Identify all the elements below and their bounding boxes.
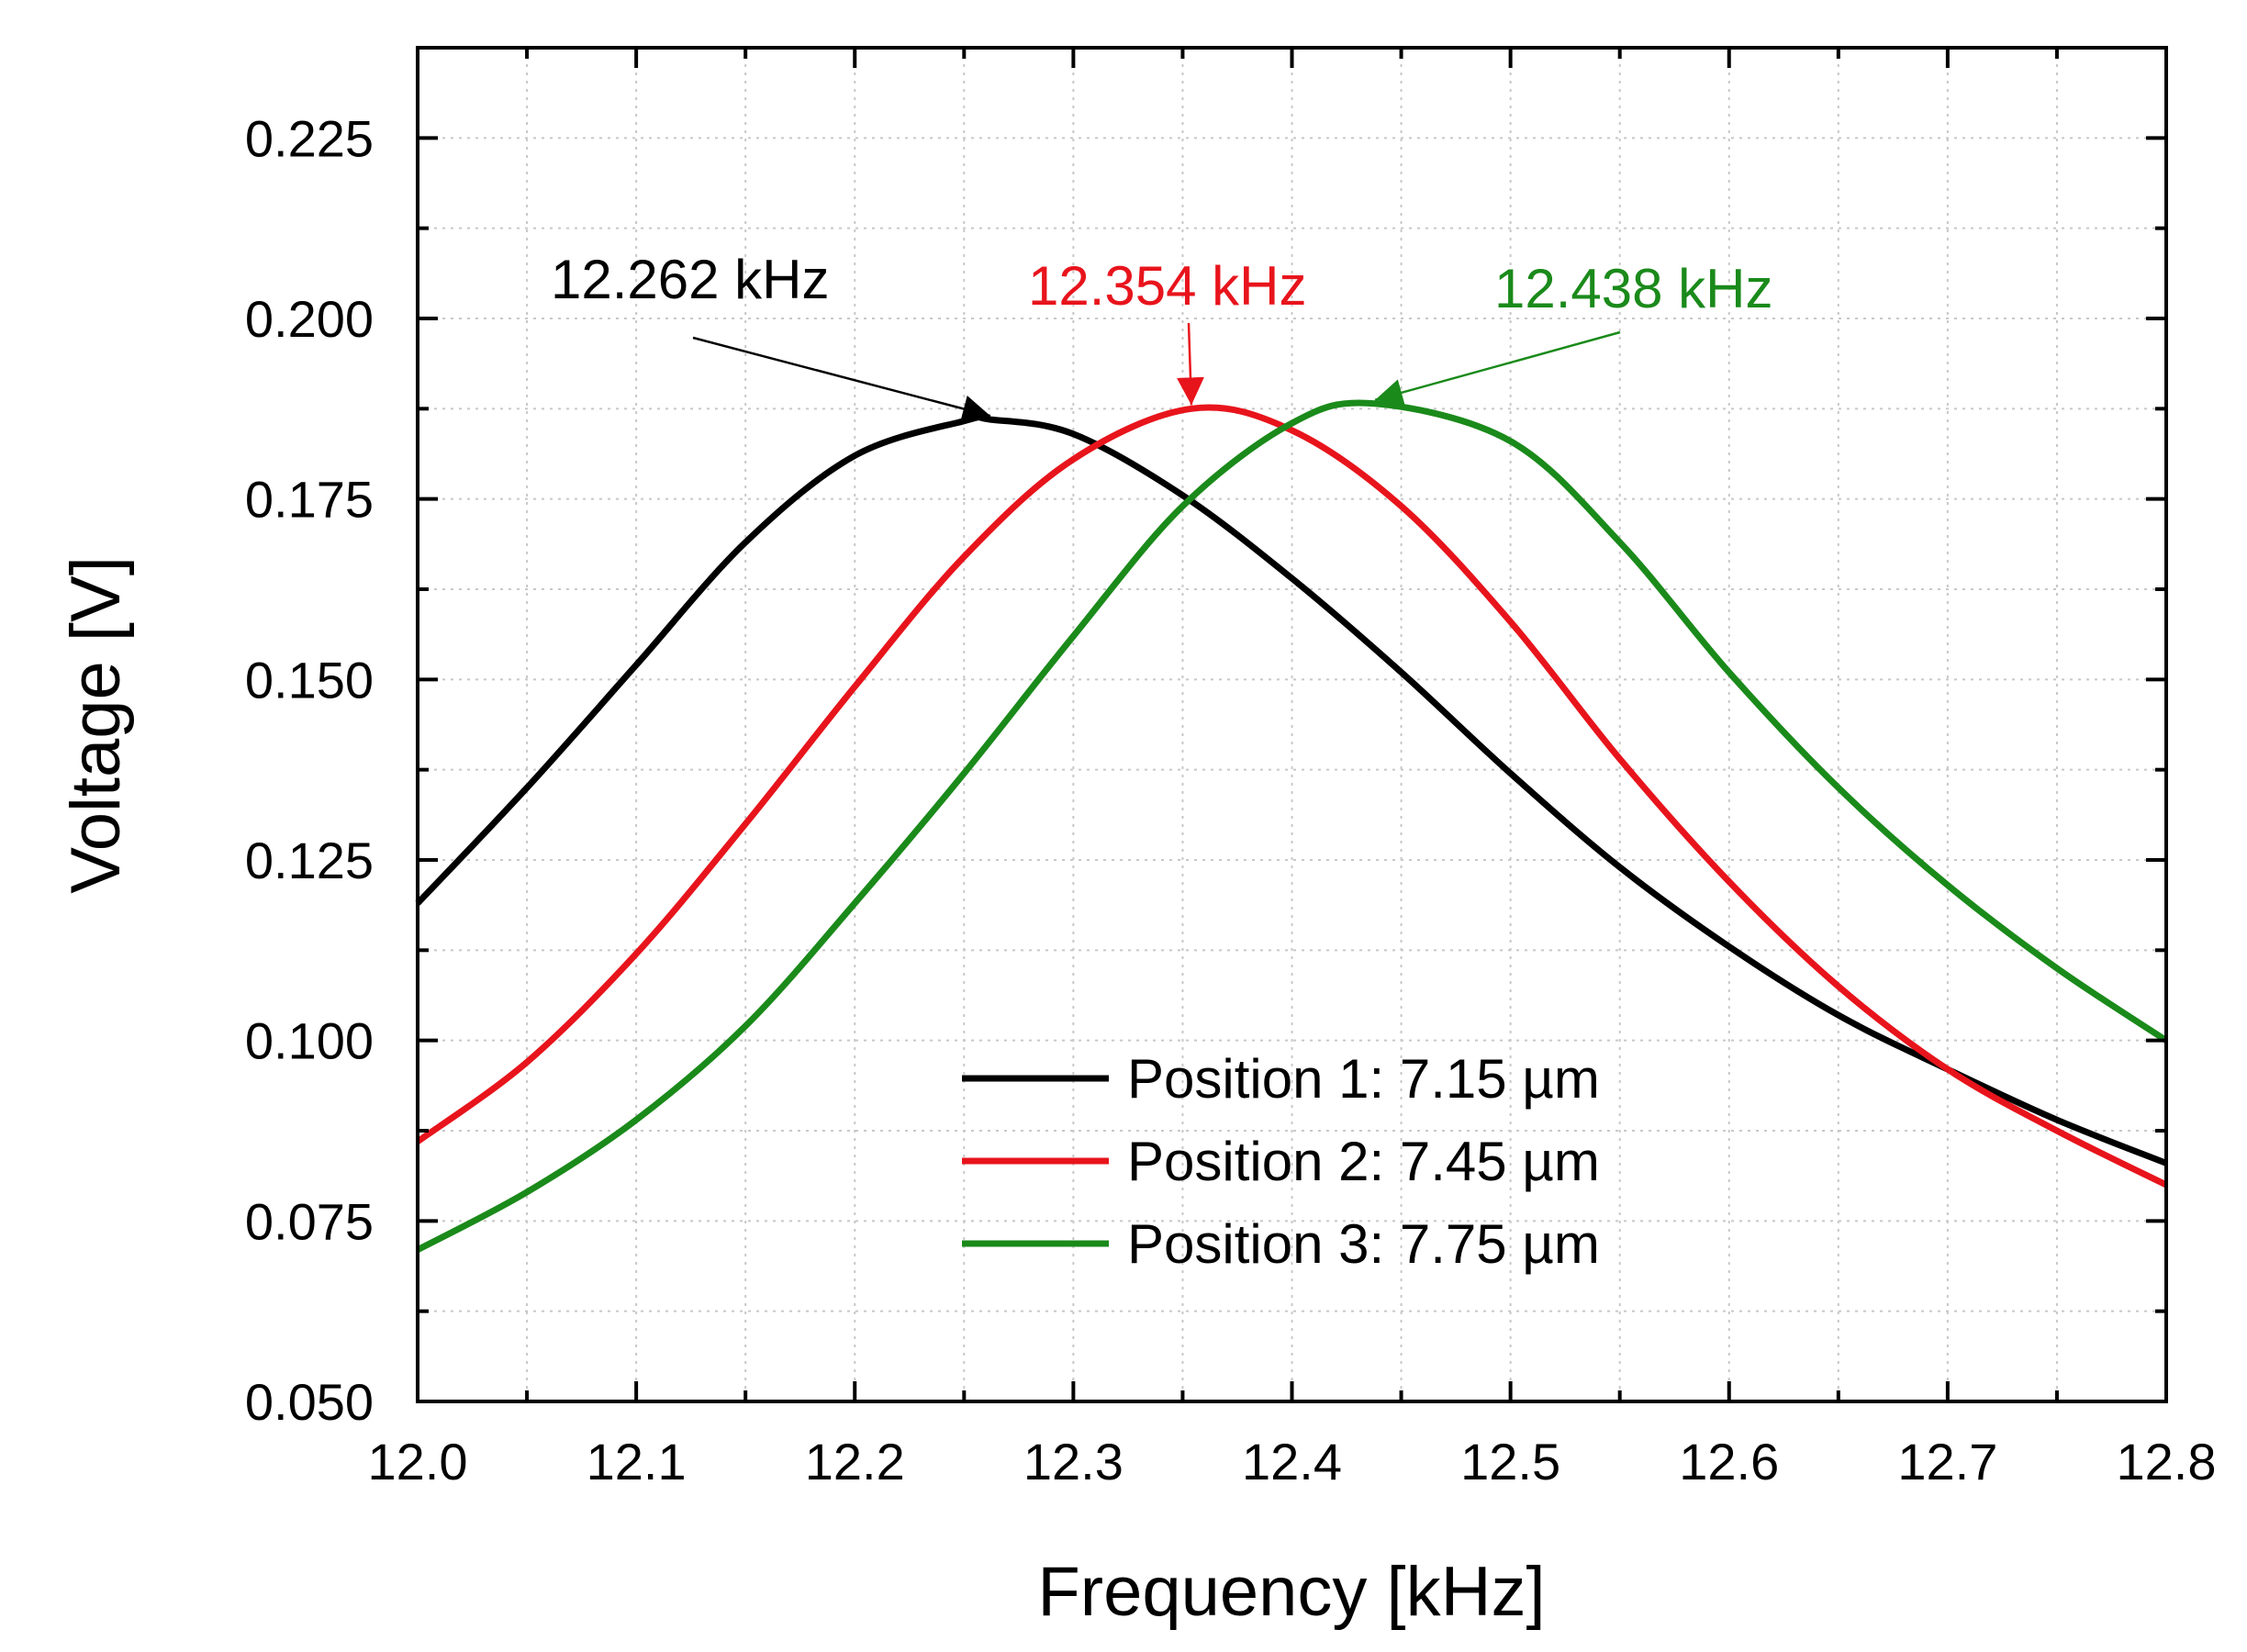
peak-label-1: 12.262 kHz	[551, 249, 830, 310]
legend-label-2: Position 2: 7.45 µm	[1127, 1131, 1600, 1192]
series-line-position-2	[415, 404, 2168, 1189]
x-tick-label: 12.0	[368, 1433, 468, 1490]
x-tick-label: 12.8	[2117, 1433, 2217, 1490]
y-tick-label: 0.225	[245, 109, 374, 167]
series-line-position-1	[415, 414, 2168, 1166]
x-tick-label: 12.7	[1897, 1433, 1997, 1490]
tick-labels: 12.0 12.1 12.2 12.3 12.4 12.5 12.6 12.7 12.8 0.05…	[245, 109, 2217, 1490]
annotation-arrow	[692, 336, 991, 423]
peak-label-2: 12.354 kHz	[1028, 255, 1307, 317]
annotation-arrow	[1176, 322, 1204, 406]
y-tick-label: 0.075	[245, 1192, 374, 1250]
x-tick-label: 12.3	[1023, 1433, 1124, 1490]
y-tick-label: 0.175	[245, 471, 374, 529]
x-tick-label: 12.6	[1679, 1433, 1779, 1490]
peak-annotations: 12.262 kHz 12.354 kHz 12.438 kHz	[551, 249, 1773, 423]
y-tick-label: 0.100	[245, 1012, 374, 1070]
y-tick-label: 0.150	[245, 651, 374, 709]
y-tick-label: 0.050	[245, 1373, 374, 1431]
grid-lines	[418, 48, 2166, 1401]
legend-label-1: Position 1: 7.15 µm	[1127, 1048, 1600, 1110]
series-line-position-3	[416, 399, 2168, 1253]
axis-ticks	[416, 46, 2168, 1403]
y-axis-title: Voltage [V]	[57, 556, 135, 894]
peak-label-3: 12.438 kHz	[1494, 258, 1773, 319]
x-tick-label: 12.4	[1242, 1433, 1342, 1490]
x-tick-label: 12.2	[805, 1433, 905, 1490]
x-tick-label: 12.5	[1460, 1433, 1560, 1490]
legend: Position 1: 7.15 µm Position 2: 7.45 µm Po…	[962, 1048, 1600, 1275]
annotation-arrow	[1374, 330, 1621, 407]
series-layer	[415, 399, 2168, 1253]
x-tick-label: 12.1	[587, 1433, 687, 1490]
y-tick-label: 0.125	[245, 832, 374, 889]
y-tick-label: 0.200	[245, 290, 374, 348]
legend-label-3: Position 3: 7.75 µm	[1127, 1213, 1600, 1275]
x-axis-title: Frequency [kHz]	[1037, 1553, 1545, 1631]
